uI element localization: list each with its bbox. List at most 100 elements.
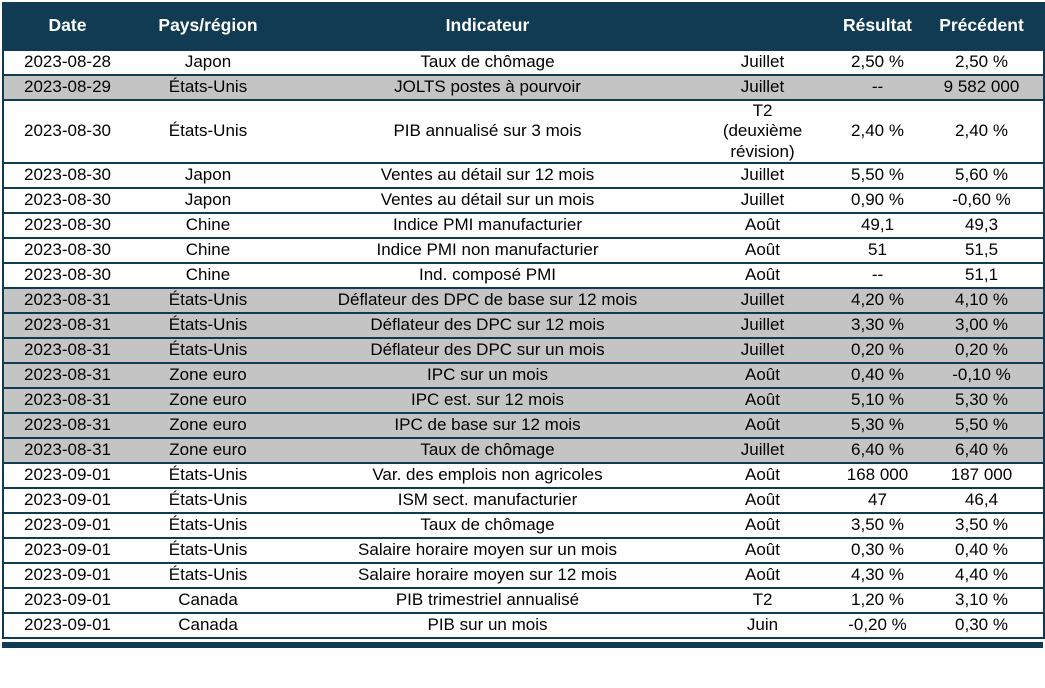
cell-result: 49,1 [835, 212, 920, 239]
cell-period: Août [690, 562, 835, 589]
cell-indicator: Indice PMI non manufacturier [285, 237, 690, 264]
cell-date: 2023-08-31 [3, 387, 131, 414]
table-row: 2023-09-01 États-Unis Salaire horaire moye… [3, 562, 1044, 589]
cell-result: 0,40 % [835, 362, 920, 389]
cell-region: Japon [131, 49, 285, 75]
cell-period: Août [690, 387, 835, 414]
cell-region: États-Unis [131, 462, 285, 489]
table-row: 2023-08-31 Zone euro IPC est. sur 12 mois A… [3, 387, 1044, 414]
cell-previous: 3,10 % [920, 587, 1044, 614]
cell-previous: 3,00 % [920, 312, 1044, 339]
cell-region: États-Unis [131, 537, 285, 564]
cell-previous: 5,50 % [920, 412, 1044, 439]
cell-date: 2023-09-01 [3, 612, 131, 639]
cell-previous: 5,60 % [920, 162, 1044, 189]
cell-region: Zone euro [131, 412, 285, 439]
table-row: 2023-09-01 États-Unis Var. des emplois non… [3, 462, 1044, 489]
table-row: 2023-08-29 États-Unis JOLTS postes à pourv… [3, 74, 1044, 100]
table-row: 2023-08-28 Japon Taux de chômage Juillet 2,5… [3, 49, 1044, 75]
cell-result: 5,30 % [835, 412, 920, 439]
cell-date: 2023-08-28 [3, 49, 131, 75]
cell-indicator: JOLTS postes à pourvoir [285, 74, 690, 100]
cell-previous: 0,40 % [920, 537, 1044, 564]
cell-indicator: Var. des emplois non agricoles [285, 462, 690, 489]
table-bottom-rule [2, 642, 1043, 649]
cell-result: 4,30 % [835, 562, 920, 589]
cell-period: Août [690, 412, 835, 439]
cell-region: Japon [131, 162, 285, 189]
cell-indicator: Ventes au détail sur un mois [285, 187, 690, 214]
table-row: 2023-09-01 Canada PIB trimestriel annualis… [3, 587, 1044, 614]
column-header-indicator: Indicateur [285, 2, 690, 50]
table-row: 2023-08-30 Chine Indice PMI manufacturier A… [3, 212, 1044, 239]
cell-previous: 49,3 [920, 212, 1044, 239]
cell-date: 2023-08-29 [3, 74, 131, 100]
cell-result: 5,10 % [835, 387, 920, 414]
cell-period: Juillet [690, 162, 835, 189]
cell-indicator: Salaire horaire moyen sur un mois [285, 537, 690, 564]
cell-result: 51 [835, 237, 920, 264]
cell-date: 2023-08-31 [3, 287, 131, 314]
cell-period: Août [690, 462, 835, 489]
cell-indicator: Ind. composé PMI [285, 262, 690, 289]
cell-region: États-Unis [131, 487, 285, 514]
cell-period: Août [690, 237, 835, 264]
cell-period: Août [690, 487, 835, 514]
cell-date: 2023-09-01 [3, 562, 131, 589]
table-row: 2023-08-31 Zone euro IPC de base sur 12 mo… [3, 412, 1044, 439]
cell-indicator: Indice PMI manufacturier [285, 212, 690, 239]
cell-result: 1,20 % [835, 587, 920, 614]
column-header-result: Résultat [835, 2, 920, 50]
cell-previous: -0,10 % [920, 362, 1044, 389]
cell-indicator: Taux de chômage [285, 437, 690, 464]
cell-result: 0,90 % [835, 187, 920, 214]
cell-result: 2,40 % [835, 98, 920, 164]
cell-result: 2,50 % [835, 49, 920, 75]
table-row: 2023-08-30 Japon Ventes au détail sur un m… [3, 187, 1044, 214]
cell-period: Août [690, 512, 835, 539]
cell-region: États-Unis [131, 74, 285, 100]
table-row: 2023-08-31 États-Unis Déflateur des DPC su… [3, 337, 1044, 364]
cell-period: Juin [690, 612, 835, 639]
cell-result: -- [835, 262, 920, 289]
economic-calendar: Date Pays/région Indicateur Résultat Pré… [2, 2, 1045, 649]
cell-indicator: Ventes au détail sur 12 mois [285, 162, 690, 189]
cell-period: Août [690, 262, 835, 289]
table-row: 2023-08-31 États-Unis Déflateur des DPC de… [3, 287, 1044, 314]
cell-region: États-Unis [131, 562, 285, 589]
cell-indicator: Salaire horaire moyen sur 12 mois [285, 562, 690, 589]
cell-result: 0,30 % [835, 537, 920, 564]
cell-period: Août [690, 212, 835, 239]
cell-region: États-Unis [131, 512, 285, 539]
cell-result: 6,40 % [835, 437, 920, 464]
cell-previous: 6,40 % [920, 437, 1044, 464]
cell-indicator: PIB sur un mois [285, 612, 690, 639]
table-row: 2023-08-31 Zone euro IPC sur un mois Août 0,… [3, 362, 1044, 389]
cell-date: 2023-08-31 [3, 312, 131, 339]
cell-result: -- [835, 74, 920, 100]
cell-previous: 9 582 000 [920, 74, 1044, 100]
cell-date: 2023-09-01 [3, 512, 131, 539]
cell-result: 4,20 % [835, 287, 920, 314]
column-header-previous: Précédent [920, 2, 1044, 50]
cell-date: 2023-08-31 [3, 412, 131, 439]
cell-result: 47 [835, 487, 920, 514]
cell-result: 3,30 % [835, 312, 920, 339]
cell-period: Juillet [690, 437, 835, 464]
table-row: 2023-09-01 États-Unis Taux de chômage Août 3… [3, 512, 1044, 539]
cell-date: 2023-09-01 [3, 462, 131, 489]
cell-previous: 187 000 [920, 462, 1044, 489]
economic-calendar-table: Date Pays/région Indicateur Résultat Pré… [2, 2, 1045, 640]
table-row: 2023-08-30 Chine Ind. composé PMI Août -- 51,… [3, 262, 1044, 289]
cell-region: États-Unis [131, 287, 285, 314]
cell-region: États-Unis [131, 337, 285, 364]
table-row: 2023-09-01 Canada PIB sur un mois Juin -0,20… [3, 612, 1044, 639]
cell-previous: 46,4 [920, 487, 1044, 514]
cell-date: 2023-08-30 [3, 262, 131, 289]
cell-date: 2023-08-30 [3, 212, 131, 239]
cell-region: Japon [131, 187, 285, 214]
cell-period: Juillet [690, 312, 835, 339]
cell-result: 3,50 % [835, 512, 920, 539]
cell-previous: 2,40 % [920, 98, 1044, 164]
table-row: 2023-08-30 Chine Indice PMI non manufactur… [3, 237, 1044, 264]
